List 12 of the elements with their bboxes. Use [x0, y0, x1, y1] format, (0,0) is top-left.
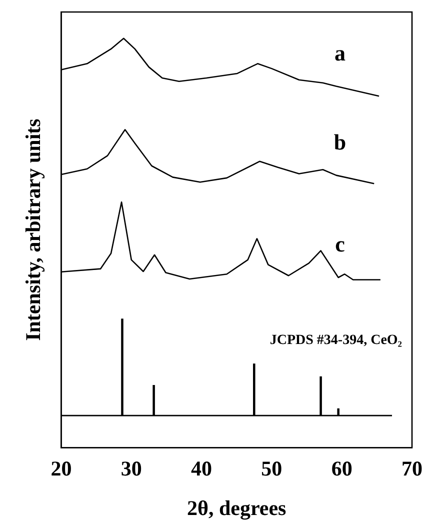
series-label: c	[335, 232, 346, 257]
series-label: b	[334, 129, 346, 154]
x-tick-label: 20	[50, 456, 72, 481]
annotation: JCPDS #34-394, CeO₂	[270, 332, 402, 348]
y-axis-title: Intensity, arbitrary units	[21, 118, 46, 341]
x-tick-label: 40	[191, 456, 212, 481]
x-axis-title: 2θ, degrees	[186, 496, 286, 520]
x-tick-label: 50	[261, 456, 282, 481]
series-label: a	[334, 40, 346, 66]
x-tick-label: 60	[331, 456, 352, 481]
x-tick-label: 70	[402, 456, 422, 481]
x-tick-label: 30	[120, 456, 142, 481]
